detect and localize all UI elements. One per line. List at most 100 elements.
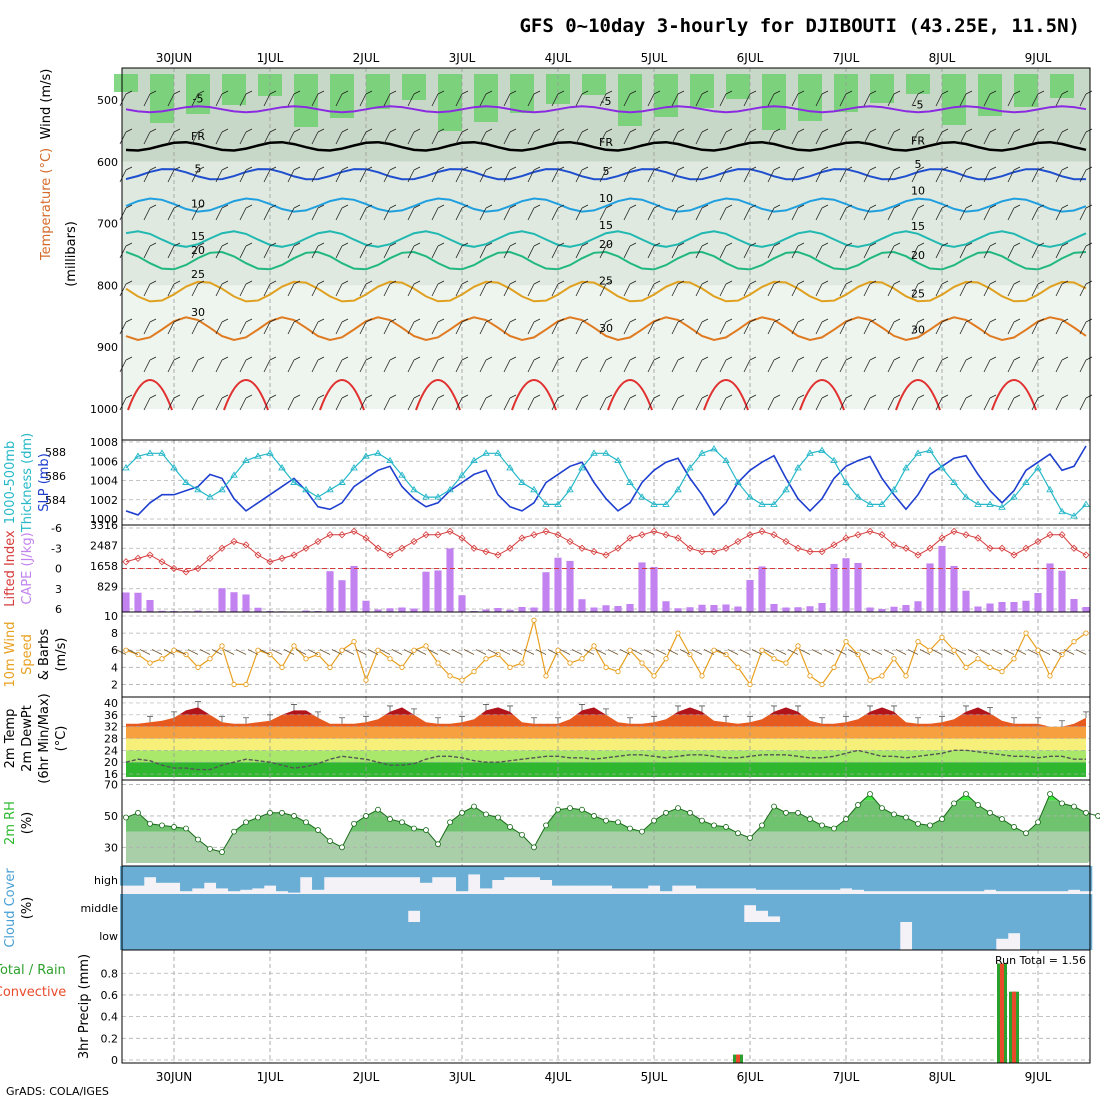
rh-marker <box>675 805 681 811</box>
cloud-low-bar <box>684 922 697 950</box>
wind-speed-marker <box>459 677 465 683</box>
wind-barb <box>983 280 997 297</box>
wind-speed-marker <box>975 656 981 662</box>
wind-speed-marker <box>171 647 177 653</box>
temp-minmax-marker <box>291 704 297 711</box>
cape-bar <box>830 563 838 612</box>
cloud-high-bar <box>780 866 793 890</box>
li-marker <box>410 537 418 546</box>
thickness-marker <box>326 485 334 493</box>
wind-ytick-label: 4 <box>111 661 118 674</box>
cloud-low-bar <box>540 922 553 950</box>
temperature-contour <box>125 316 1087 342</box>
li-marker <box>374 544 382 552</box>
rh-moist-patch <box>222 74 246 105</box>
wind-speed-marker <box>615 668 621 675</box>
li-marker <box>398 544 406 552</box>
wind-barb <box>1055 356 1069 373</box>
wind-barb <box>1055 242 1069 259</box>
rh-ytick-label: 70 <box>104 779 118 792</box>
wind-barb <box>383 128 397 145</box>
rh-marker <box>663 809 669 816</box>
li-marker <box>566 537 574 546</box>
heat-contour <box>415 379 461 411</box>
rh-shade-lower <box>122 285 1090 409</box>
wind-speed-marker <box>375 647 381 653</box>
li-marker <box>902 544 910 552</box>
rh-moist-patch <box>330 74 354 118</box>
wind-speed-marker <box>711 647 717 653</box>
cloud-high-bar <box>120 866 133 886</box>
wind-barb <box>719 394 733 411</box>
rh-moist-patch <box>366 74 390 109</box>
heat-contour <box>127 379 173 411</box>
rh-marker <box>399 819 405 826</box>
cloud-layer-label: high <box>94 874 118 887</box>
rh-marker <box>843 816 849 822</box>
heat-contour <box>991 379 1037 411</box>
wind-barb-surface <box>523 649 535 655</box>
thickness-marker <box>962 493 970 500</box>
cloud-middle-bar <box>804 894 817 922</box>
cloud-middle-bar <box>564 894 577 922</box>
rh-marker <box>159 822 165 829</box>
wind-barb-surface <box>583 649 595 655</box>
rh-marker <box>147 820 153 827</box>
wind-barb <box>311 90 325 107</box>
cloud-high-bar <box>804 866 817 890</box>
wind-barb <box>575 166 589 183</box>
li-marker <box>146 551 154 559</box>
wind-barb <box>143 394 157 411</box>
wind-barb-surface <box>883 649 895 655</box>
thickness-marker <box>170 464 178 471</box>
wind-barb <box>527 280 541 297</box>
wind-barb-surface <box>931 649 943 655</box>
cloud-high-bar <box>948 866 961 892</box>
li-marker <box>422 531 430 539</box>
wind-barb-surface <box>1027 649 1039 655</box>
cloud-middle-bar <box>792 894 805 922</box>
wind-barb <box>1079 90 1093 107</box>
wind-speed-marker <box>891 656 897 662</box>
rh-marker <box>903 814 909 821</box>
cloud-middle-bar <box>300 894 313 922</box>
cloud-middle-bar <box>252 894 265 922</box>
wind-barb <box>119 128 133 145</box>
wind-barb <box>791 242 805 259</box>
rh-moist-patch <box>474 74 498 122</box>
temp-minmax-marker <box>1011 717 1017 724</box>
thickness-marker <box>482 449 490 456</box>
wind-ytick-label: 8 <box>111 627 118 640</box>
thickness-marker <box>602 449 610 456</box>
cloud-middle-bar <box>600 894 613 922</box>
slp-thickness-axis-label: SLP (mb) <box>37 453 52 512</box>
wind-barb <box>743 356 757 373</box>
wind-barb <box>815 318 829 335</box>
surface-gap <box>122 411 1090 440</box>
cape-bar <box>734 606 742 612</box>
cloud-middle-bar <box>444 894 457 922</box>
rh-marker <box>243 819 249 826</box>
cloud-high-bar <box>1008 866 1021 892</box>
li-marker <box>806 548 814 556</box>
cloud-high-bar <box>156 866 169 883</box>
wind-barb <box>383 90 397 107</box>
li-marker <box>626 534 634 542</box>
wind-barb <box>695 280 709 297</box>
wind-barb <box>407 166 421 183</box>
li-marker <box>326 531 334 539</box>
wind-barb-surface <box>367 649 379 655</box>
wind-barb <box>191 242 205 259</box>
wind-barb-surface <box>967 649 979 655</box>
wind-barb-surface <box>475 649 487 655</box>
wind-barb <box>575 242 589 259</box>
wind-barb <box>407 356 421 373</box>
cloud-low-bar <box>312 922 325 950</box>
wind-speed-marker <box>651 673 657 679</box>
thickness-marker <box>158 449 166 456</box>
rh-moist-patch <box>798 74 822 121</box>
cloud-low-bar <box>336 922 349 950</box>
wind-barb <box>1055 204 1069 221</box>
slp-thickness-axis-label: 1000-500mb <box>3 441 18 525</box>
cape-bar <box>158 610 166 612</box>
